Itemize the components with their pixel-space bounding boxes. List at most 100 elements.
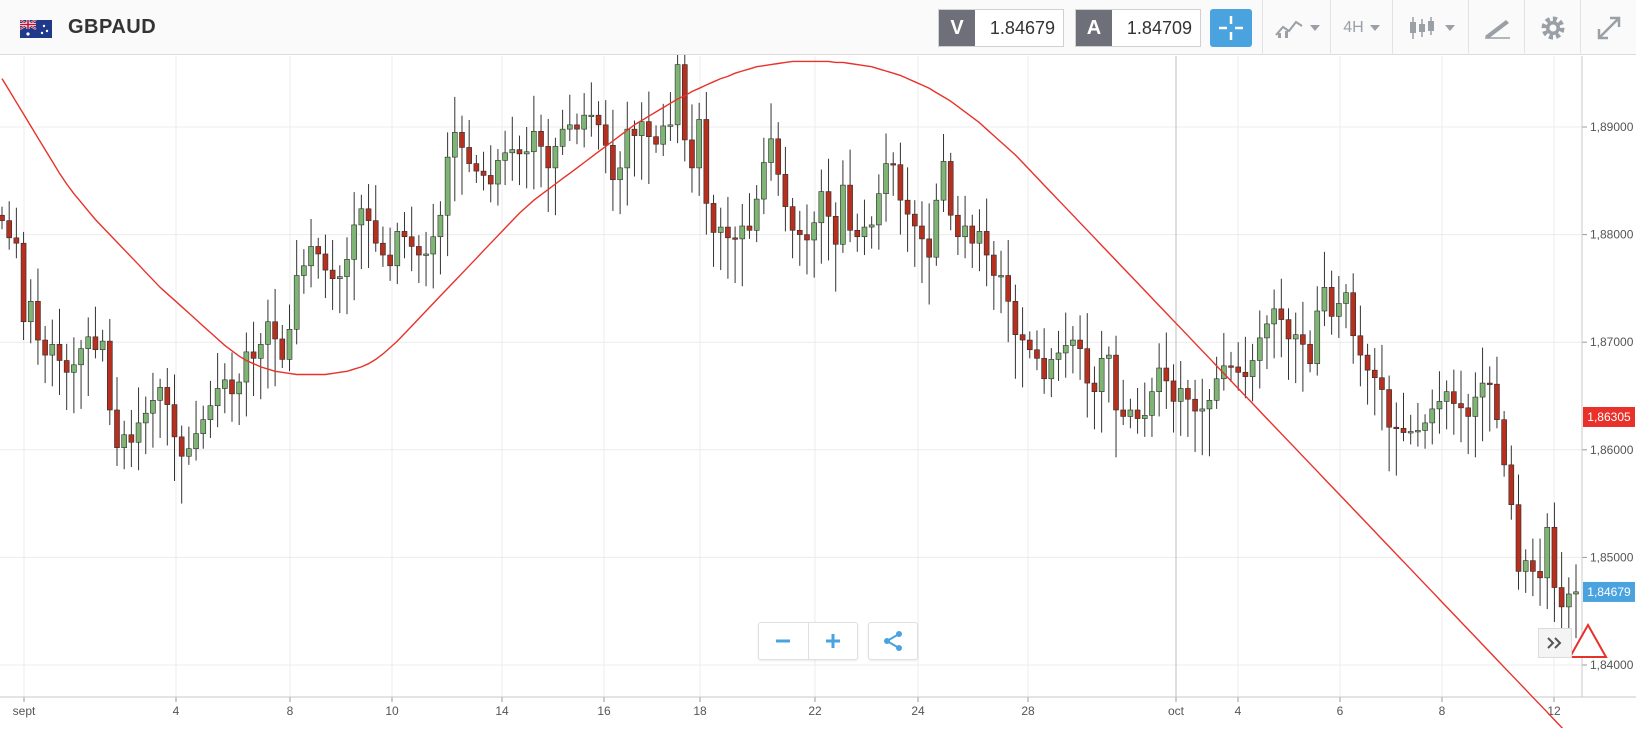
- timeframe-label: 4H: [1343, 18, 1364, 36]
- settings-button[interactable]: [1524, 0, 1580, 55]
- candle-up: [99, 340, 106, 351]
- buy-tag: A: [1076, 10, 1112, 46]
- candle-down: [538, 131, 544, 147]
- candle-up: [1055, 352, 1062, 360]
- candle-up: [1479, 382, 1486, 398]
- candle-up: [509, 149, 516, 154]
- candle-down: [1077, 339, 1083, 349]
- candle-up: [581, 114, 587, 130]
- x-tick-label: 8: [287, 704, 294, 718]
- candle-up: [883, 163, 889, 195]
- candle-up: [394, 231, 401, 267]
- candle-up: [49, 344, 56, 356]
- candle-down: [487, 175, 494, 185]
- candle-down: [1084, 348, 1091, 384]
- candlestick-chart[interactable]: 1,89000 1,88000 1,87000 1,86000 1,85000 1,840…: [0, 39, 1636, 733]
- candle-up: [293, 275, 300, 330]
- candle-down: [1508, 464, 1515, 505]
- candle-down: [1242, 372, 1249, 377]
- candle-down: [1300, 334, 1306, 345]
- candle-down: [890, 163, 897, 166]
- candle-down: [1371, 369, 1378, 379]
- candle-up: [1213, 378, 1220, 401]
- candle-down: [128, 434, 135, 443]
- candle-up: [1048, 359, 1055, 380]
- candle-up: [344, 259, 350, 277]
- chart-toolbar: GBPAUD V 1.84679 A 1.84709 4H: [0, 0, 1636, 55]
- candle-up: [998, 275, 1004, 278]
- candle-up: [1249, 360, 1256, 377]
- candle-down: [1235, 366, 1242, 373]
- candle-up: [71, 364, 77, 373]
- double-chevron-right-icon: [1547, 637, 1562, 649]
- y-tick-label: 1,87000: [1590, 335, 1634, 349]
- candle-up: [667, 124, 674, 127]
- scroll-to-latest-button[interactable]: [1538, 628, 1572, 658]
- buy-price-button[interactable]: A 1.84709: [1075, 9, 1201, 47]
- drawing-tools-button[interactable]: [1468, 0, 1524, 55]
- candle-down: [42, 339, 48, 356]
- candle-up: [1149, 391, 1155, 416]
- candle-down: [1501, 419, 1507, 466]
- chart-type-dropdown[interactable]: [1262, 0, 1330, 55]
- plus-icon: [825, 634, 840, 648]
- candle-down: [272, 321, 278, 340]
- alert-triangle-icon[interactable]: [1568, 622, 1608, 658]
- candle-up: [1156, 367, 1162, 392]
- candle-up: [1271, 308, 1277, 325]
- candle-down: [322, 253, 329, 271]
- candle-down: [365, 208, 372, 221]
- candle-up: [222, 379, 228, 389]
- candle-up: [351, 224, 357, 260]
- candle-down: [1494, 383, 1500, 420]
- share-button[interactable]: [868, 622, 918, 660]
- candle-up: [451, 132, 458, 158]
- candle-down: [854, 229, 861, 238]
- crosshair-button[interactable]: [1210, 9, 1252, 47]
- candle-down: [646, 121, 652, 137]
- candle-down: [171, 404, 178, 438]
- candle-up: [301, 265, 307, 276]
- candle-down: [229, 379, 235, 395]
- chevron-down-icon: [1444, 24, 1455, 31]
- candle-up: [1429, 408, 1436, 424]
- candle-down: [329, 269, 336, 280]
- candle-up: [768, 138, 774, 163]
- candle-down: [904, 199, 911, 215]
- candle-down: [919, 225, 925, 240]
- candle-down: [732, 237, 738, 240]
- candle-down: [1350, 292, 1356, 337]
- candle-up: [1221, 365, 1227, 380]
- candle-down: [459, 132, 465, 148]
- x-tick-label: 4: [173, 704, 180, 718]
- candle-up: [444, 156, 451, 216]
- candle-up: [1177, 388, 1184, 402]
- candle-up: [1141, 415, 1148, 419]
- candle-down: [1134, 409, 1141, 419]
- chart-area[interactable]: 1,89000 1,88000 1,87000 1,86000 1,85000 1,840…: [0, 39, 1636, 733]
- candle-down: [401, 231, 408, 238]
- candle-up: [717, 226, 724, 233]
- fullscreen-button[interactable]: [1580, 0, 1636, 55]
- zoom-controls: [758, 622, 858, 660]
- zoom-in-button[interactable]: [807, 623, 858, 659]
- candle-down: [1041, 358, 1047, 380]
- candle-down: [380, 242, 386, 256]
- candle-style-dropdown[interactable]: [1392, 0, 1468, 55]
- zoom-out-button[interactable]: [759, 623, 808, 659]
- candle-down: [1379, 377, 1385, 390]
- x-tick-label: 24: [911, 704, 925, 718]
- line-chart-icon: [1274, 20, 1303, 38]
- candle-down: [1307, 344, 1313, 365]
- x-tick-label: 10: [385, 704, 399, 718]
- candle-up: [1314, 310, 1321, 365]
- candle-down: [164, 387, 171, 405]
- x-tick-label: 28: [1021, 704, 1035, 718]
- sell-price-button[interactable]: V 1.84679: [938, 9, 1064, 47]
- candle-up: [617, 167, 623, 181]
- candle-down: [545, 146, 552, 169]
- candle-down: [947, 161, 954, 216]
- candle-down: [689, 139, 695, 169]
- candle-down: [315, 246, 322, 255]
- timeframe-dropdown[interactable]: 4H: [1330, 0, 1392, 55]
